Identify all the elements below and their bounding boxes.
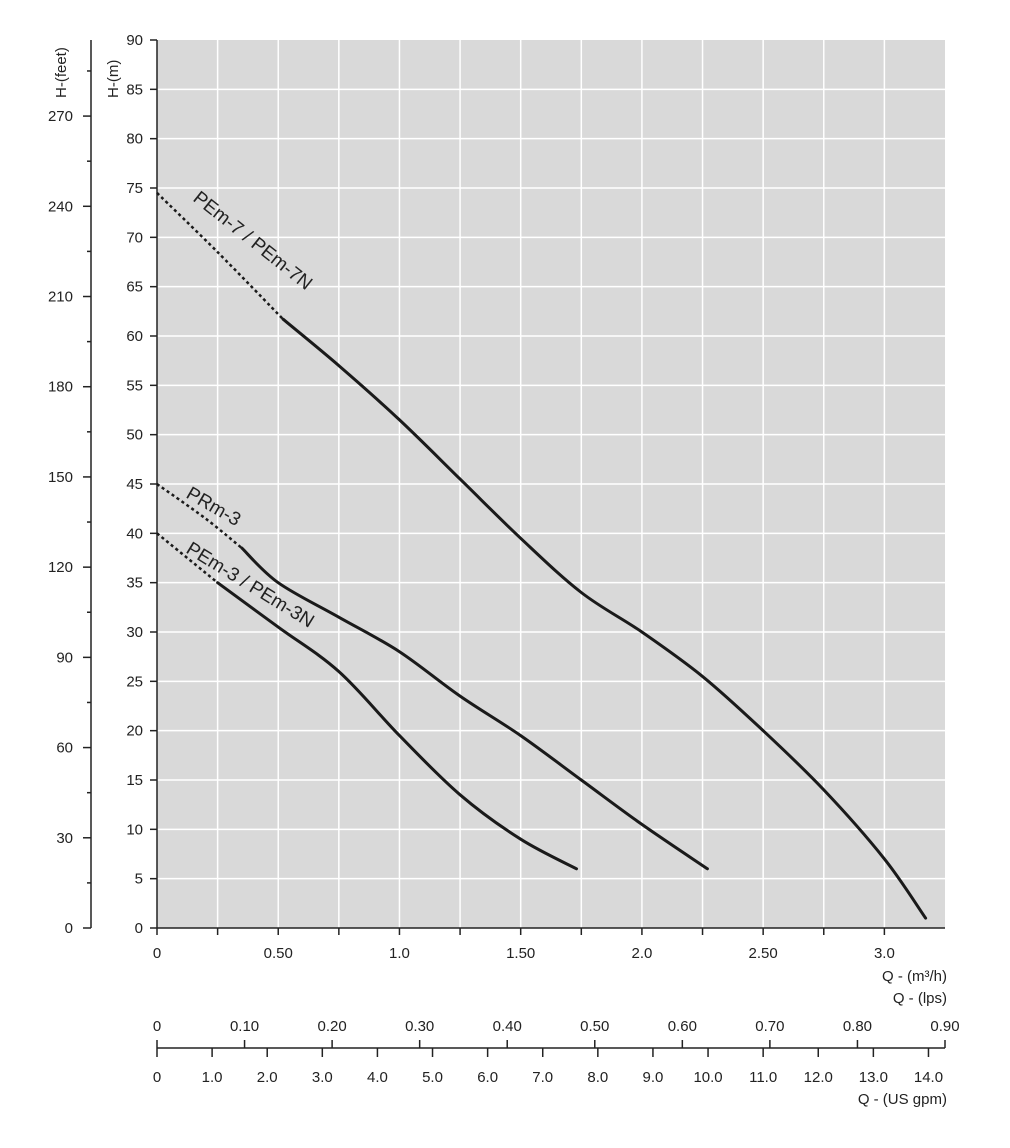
lps-tick-label: 0.60 [668, 1018, 697, 1035]
gpm-tick-label: 2.0 [257, 1069, 278, 1086]
y-tick-label: 60 [126, 328, 143, 345]
feet-tick-label: 180 [48, 379, 73, 396]
y-axis-title-feet: H-(feet) [53, 47, 70, 98]
lps-tick-label: 0.40 [493, 1018, 522, 1035]
y-tick-label: 50 [126, 427, 143, 444]
series-1-line [281, 317, 928, 920]
y-tick-label: 15 [126, 772, 143, 789]
lps-tick-label: 0.30 [405, 1018, 434, 1035]
x-tick-label: 2.50 [749, 945, 778, 962]
series-2-line [240, 546, 709, 871]
feet-tick-label: 150 [48, 469, 73, 486]
lps-tick-label: 0 [153, 1018, 161, 1035]
x-tick-label: 0.50 [264, 945, 293, 962]
series-1-dashed-segment [156, 192, 284, 321]
gpm-tick-label: 13.0 [859, 1069, 888, 1086]
gpm-tick-label: 14.0 [914, 1069, 943, 1086]
x-tick-label: 3.0 [874, 945, 895, 962]
x-tick-label: 2.0 [631, 945, 652, 962]
lps-tick-label: 0.80 [843, 1018, 872, 1035]
y-tick-label: 85 [126, 81, 143, 98]
gpm-tick-label: 11.0 [749, 1069, 777, 1086]
axes: 051015202530354045505560657075808590H-(m… [48, 32, 960, 1108]
y-tick-label: 70 [126, 229, 143, 246]
gpm-tick-label: 5.0 [422, 1069, 443, 1086]
x-axis-title-m3h: Q - (m³/h) [882, 968, 947, 985]
feet-tick-label: 120 [48, 559, 73, 576]
feet-tick-label: 0 [65, 920, 73, 937]
y-tick-label: 10 [126, 821, 143, 838]
gpm-tick-label: 8.0 [587, 1069, 608, 1086]
lps-tick-label: 0.20 [318, 1018, 347, 1035]
gpm-tick-label: 9.0 [643, 1069, 664, 1086]
y-tick-label: 20 [126, 723, 143, 740]
feet-tick-label: 30 [56, 830, 73, 847]
series-3-line [216, 581, 578, 871]
y-tick-label: 90 [126, 32, 143, 49]
y-tick-label: 30 [126, 624, 143, 641]
gpm-tick-label: 4.0 [367, 1069, 388, 1086]
x-tick-label: 1.50 [506, 945, 535, 962]
feet-tick-label: 210 [48, 289, 73, 306]
y-tick-label: 35 [126, 575, 143, 592]
gpm-tick-label: 1.0 [202, 1069, 223, 1086]
gpm-tick-label: 3.0 [312, 1069, 333, 1086]
x-axis-title-lps: Q - (lps) [893, 990, 947, 1007]
y-tick-label: 40 [126, 525, 143, 542]
gpm-tick-label: 10.0 [693, 1069, 722, 1086]
y-tick-label: 80 [126, 131, 143, 148]
y-tick-label: 55 [126, 377, 143, 394]
y-tick-label: 75 [126, 180, 143, 197]
gpm-tick-label: 0 [153, 1069, 161, 1086]
lps-tick-label: 0.10 [230, 1018, 259, 1035]
x-axis-title-gpm: Q - (US gpm) [858, 1091, 947, 1108]
feet-tick-label: 60 [56, 740, 73, 757]
y-tick-label: 25 [126, 673, 143, 690]
y-tick-label: 5 [135, 871, 143, 888]
gpm-tick-label: 7.0 [532, 1069, 553, 1086]
lps-tick-label: 0.70 [755, 1018, 784, 1035]
grid-lines [157, 40, 945, 928]
lps-tick-label: 0.50 [580, 1018, 609, 1035]
y-tick-label: 65 [126, 279, 143, 296]
y-axis-title-m: H-(m) [105, 60, 122, 98]
gpm-tick-label: 6.0 [477, 1069, 498, 1086]
x-tick-label: 1.0 [389, 945, 410, 962]
feet-tick-label: 270 [48, 108, 73, 125]
gpm-tick-label: 12.0 [804, 1069, 833, 1086]
y-tick-label: 0 [135, 920, 143, 937]
y-tick-label: 45 [126, 476, 143, 493]
x-tick-label: 0 [153, 945, 161, 962]
feet-tick-label: 90 [56, 649, 73, 666]
curves [156, 192, 928, 920]
lps-tick-label: 0.90 [930, 1018, 959, 1035]
feet-tick-label: 240 [48, 198, 73, 215]
series-2-dashed-segment [156, 482, 243, 550]
series-3-dashed-segment [156, 532, 219, 584]
